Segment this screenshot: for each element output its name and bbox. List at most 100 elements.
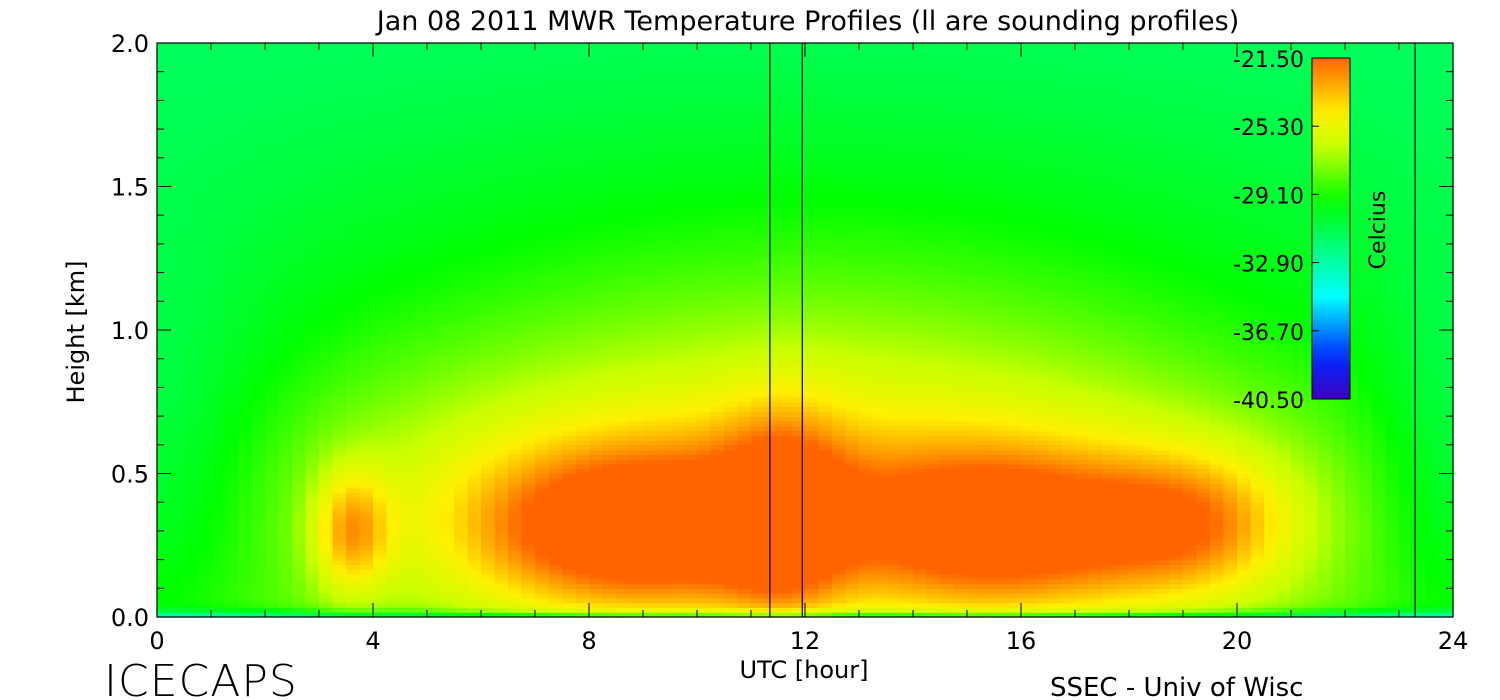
heatmap-cell bbox=[386, 71, 401, 78]
heatmap-cell bbox=[710, 387, 725, 393]
heatmap-cell bbox=[548, 602, 563, 609]
heatmap-cell bbox=[292, 468, 307, 475]
heatmap-cell bbox=[562, 310, 577, 317]
heatmap-cell bbox=[184, 459, 199, 465]
heatmap-cell bbox=[535, 468, 550, 475]
heatmap-cell bbox=[508, 559, 523, 565]
heatmap-cell bbox=[359, 229, 374, 235]
heatmap-cell bbox=[251, 234, 266, 240]
heatmap-cell bbox=[643, 129, 658, 135]
heatmap-cell bbox=[346, 167, 361, 173]
heatmap-cell bbox=[197, 296, 212, 302]
heatmap-cell bbox=[521, 119, 536, 125]
heatmap-cell bbox=[683, 105, 698, 111]
heatmap-cell bbox=[224, 545, 239, 551]
heatmap-cell bbox=[224, 325, 239, 331]
heatmap-cell bbox=[427, 540, 442, 546]
heatmap-cell bbox=[170, 119, 185, 125]
heatmap-cell bbox=[481, 612, 496, 618]
heatmap-cell bbox=[697, 435, 712, 441]
heatmap-cell bbox=[413, 286, 428, 293]
heatmap-cell bbox=[562, 483, 577, 489]
heatmap-cell bbox=[629, 114, 644, 121]
heatmap-cell bbox=[197, 463, 212, 470]
heatmap-cell bbox=[386, 449, 401, 455]
heatmap-cell bbox=[562, 440, 577, 446]
heatmap-cell bbox=[359, 526, 374, 532]
heatmap-cell bbox=[467, 172, 482, 178]
heatmap-cell bbox=[494, 124, 509, 130]
heatmap-cell bbox=[319, 95, 334, 101]
heatmap-cell bbox=[643, 100, 658, 106]
heatmap-cell bbox=[670, 521, 685, 527]
heatmap-cell bbox=[400, 387, 415, 393]
heatmap-cell bbox=[629, 411, 644, 417]
heatmap-cell bbox=[332, 578, 347, 585]
heatmap-cell bbox=[494, 588, 509, 594]
heatmap-cell bbox=[197, 205, 212, 212]
heatmap-cell bbox=[413, 420, 428, 427]
heatmap-cell bbox=[238, 454, 253, 460]
heatmap-cell bbox=[224, 306, 239, 312]
heatmap-cell bbox=[170, 153, 185, 159]
heatmap-cell bbox=[251, 119, 266, 125]
heatmap-cell bbox=[319, 315, 334, 322]
heatmap-cell bbox=[170, 239, 185, 245]
heatmap-cell bbox=[454, 583, 469, 589]
heatmap-cell bbox=[413, 239, 428, 245]
heatmap-cell bbox=[170, 468, 185, 475]
heatmap-cell bbox=[697, 100, 712, 106]
heatmap-cell bbox=[224, 569, 239, 575]
heatmap-cell bbox=[710, 349, 725, 355]
heatmap-cell bbox=[683, 109, 698, 116]
heatmap-cell bbox=[589, 416, 604, 422]
heatmap-cell bbox=[359, 148, 374, 154]
heatmap-cell bbox=[481, 282, 496, 288]
heatmap-cell bbox=[346, 100, 361, 106]
heatmap-cell bbox=[251, 344, 266, 350]
heatmap-cell bbox=[211, 569, 226, 575]
heatmap-cell bbox=[670, 76, 685, 82]
heatmap-cell bbox=[373, 382, 388, 388]
heatmap-cell bbox=[427, 497, 442, 503]
heatmap-cell bbox=[670, 578, 685, 585]
heatmap-cell bbox=[656, 219, 671, 226]
heatmap-cell bbox=[575, 483, 590, 489]
heatmap-cell bbox=[602, 569, 617, 575]
heatmap-cell bbox=[656, 535, 671, 542]
heatmap-cell bbox=[170, 219, 185, 226]
heatmap-cell bbox=[197, 52, 212, 58]
heatmap-cell bbox=[332, 401, 347, 408]
heatmap-cell bbox=[508, 411, 523, 417]
heatmap-cell bbox=[575, 444, 590, 451]
heatmap-cell bbox=[454, 62, 469, 68]
heatmap-cell bbox=[265, 430, 280, 436]
heatmap-cell bbox=[454, 66, 469, 73]
heatmap-cell bbox=[467, 550, 482, 556]
heatmap-cell bbox=[629, 86, 644, 92]
heatmap-cell bbox=[292, 224, 307, 231]
heatmap-cell bbox=[697, 487, 712, 494]
heatmap-cell bbox=[197, 526, 212, 532]
heatmap-cell bbox=[602, 210, 617, 216]
heatmap-cell bbox=[440, 258, 455, 264]
heatmap-cell bbox=[616, 282, 631, 288]
heatmap-cell bbox=[508, 200, 523, 207]
heatmap-cell bbox=[562, 76, 577, 82]
heatmap-cell bbox=[292, 153, 307, 159]
heatmap-cell bbox=[656, 516, 671, 522]
heatmap-cell bbox=[670, 71, 685, 78]
heatmap-cell bbox=[265, 468, 280, 475]
heatmap-cell bbox=[697, 540, 712, 546]
heatmap-cell bbox=[494, 559, 509, 565]
heatmap-cell bbox=[602, 47, 617, 54]
heatmap-cell bbox=[589, 296, 604, 302]
heatmap-cell bbox=[575, 320, 590, 326]
heatmap-cell bbox=[197, 90, 212, 97]
heatmap-cell bbox=[521, 344, 536, 350]
heatmap-cell bbox=[683, 224, 698, 231]
heatmap-cell bbox=[629, 172, 644, 178]
heatmap-cell bbox=[710, 440, 725, 446]
heatmap-cell bbox=[440, 593, 455, 599]
heatmap-cell bbox=[211, 148, 226, 154]
